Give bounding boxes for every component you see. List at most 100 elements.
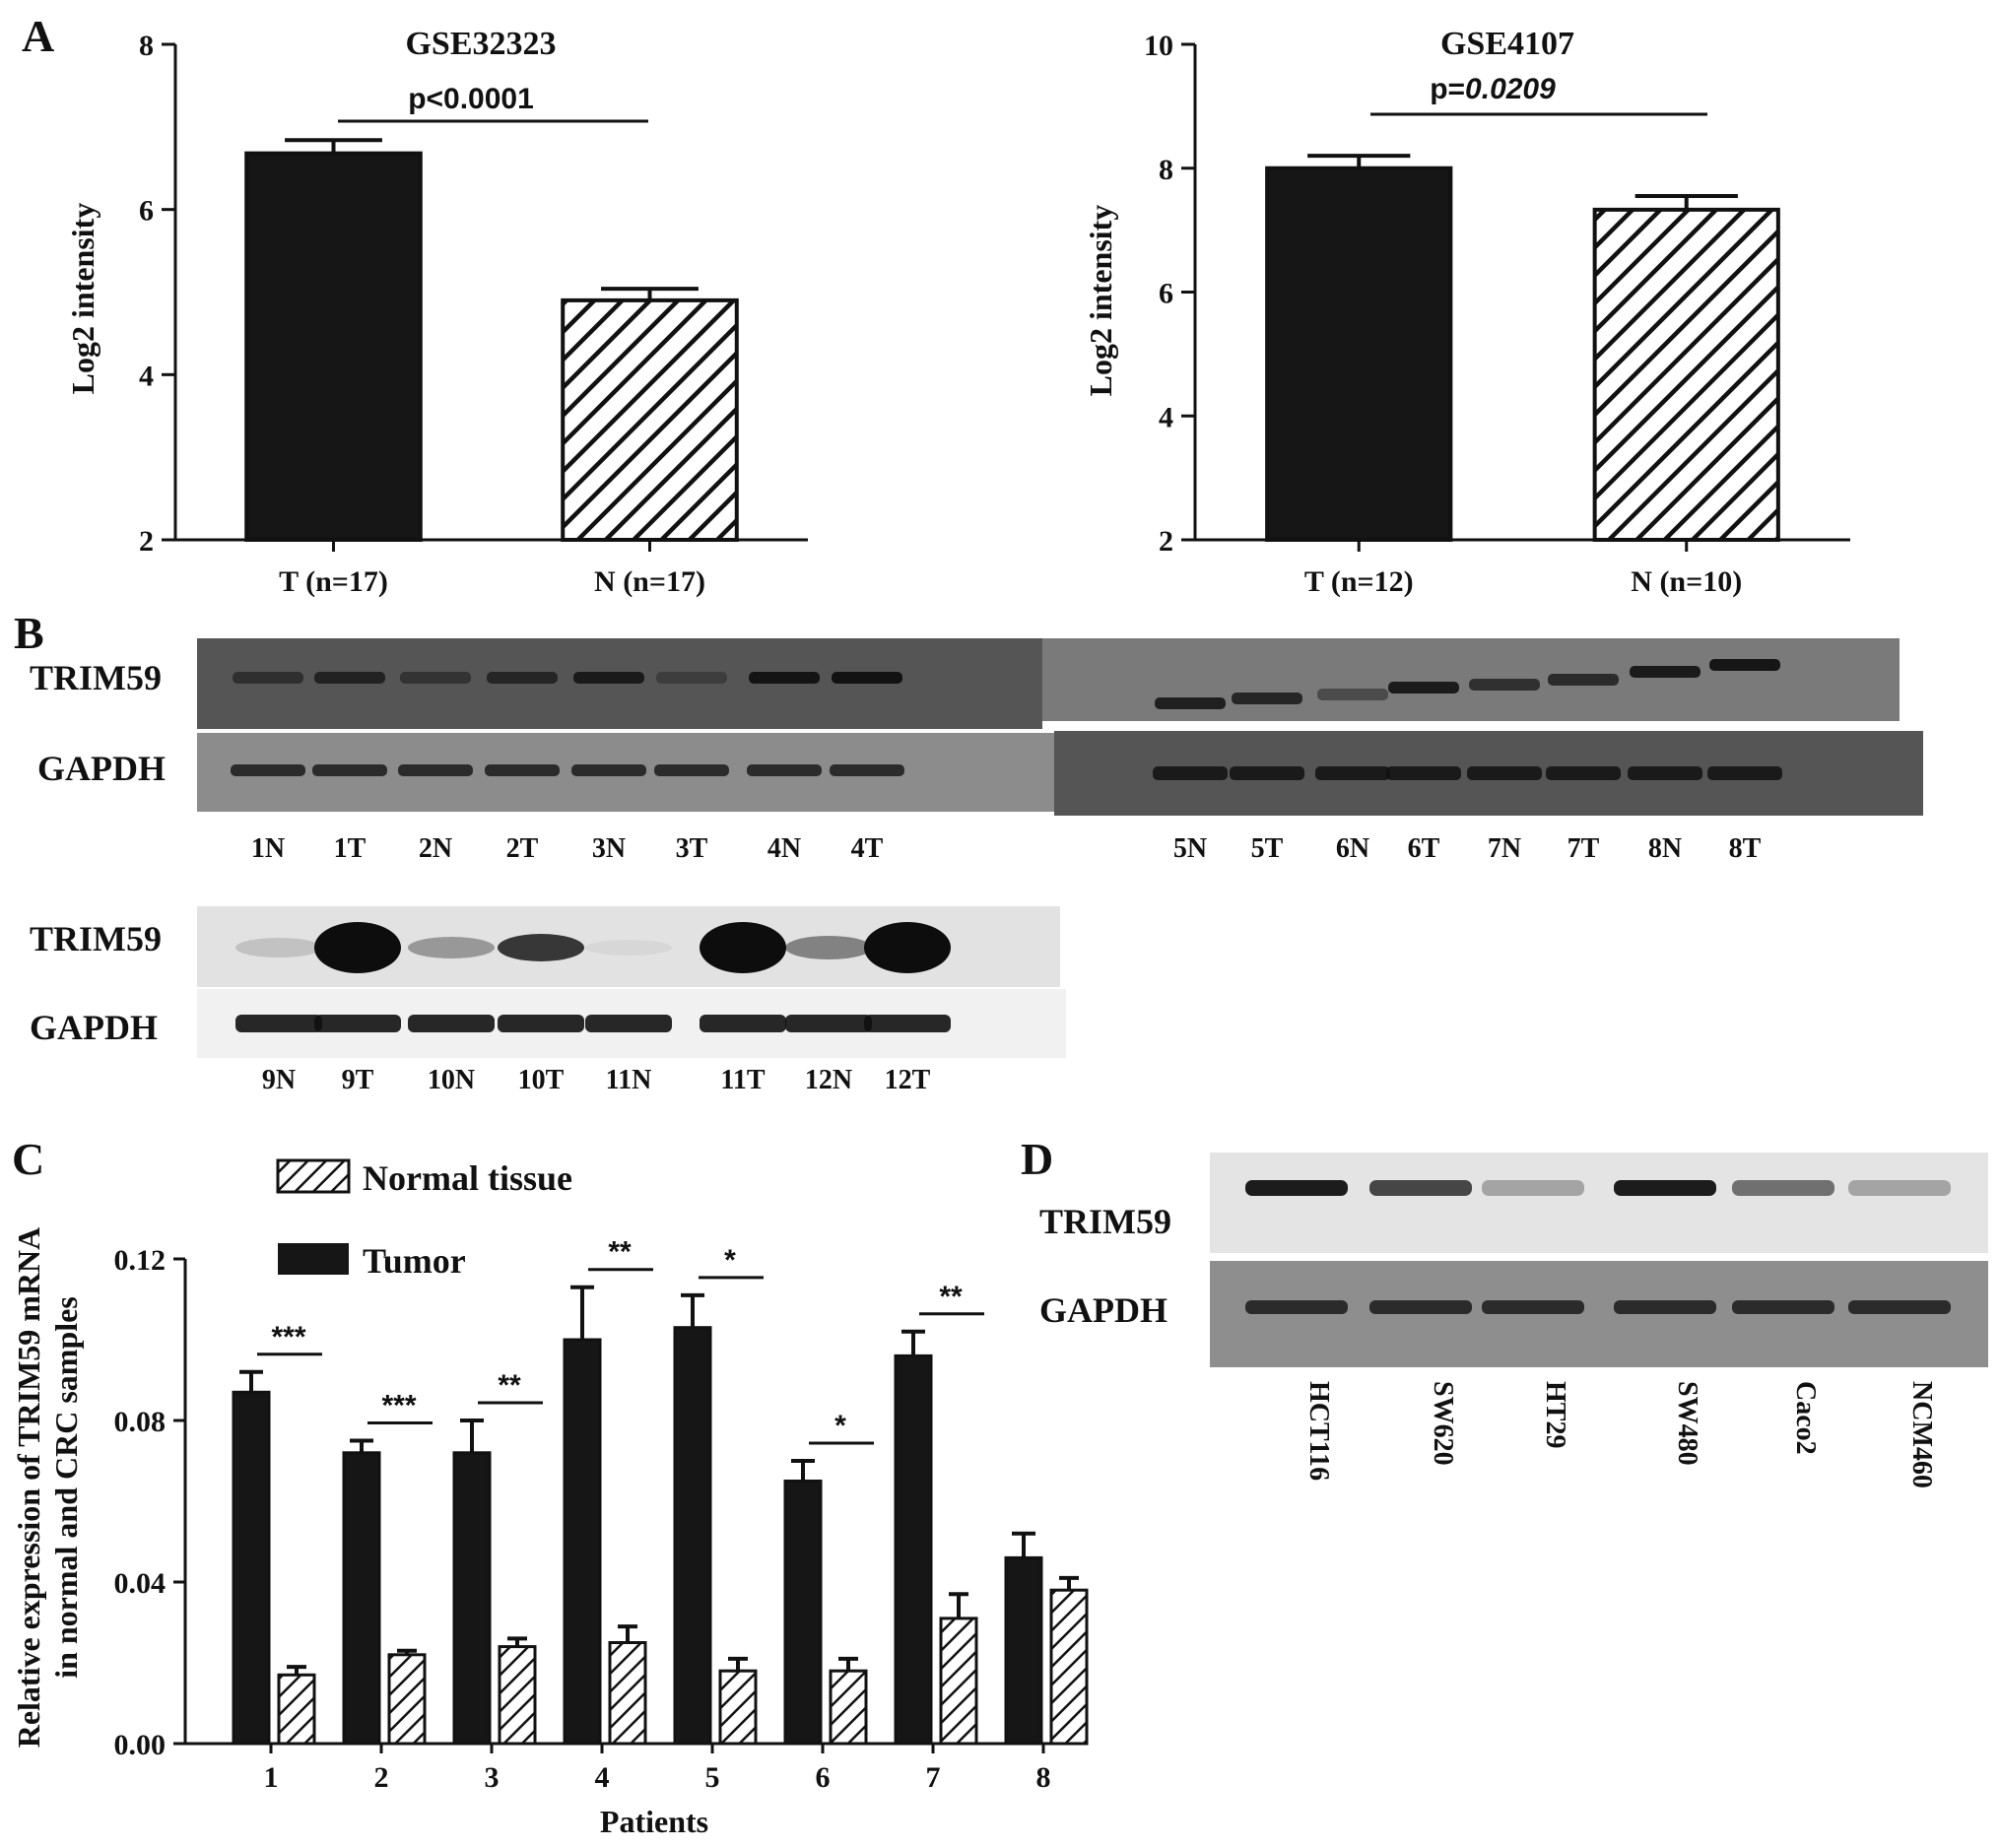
blot-b1-trim59-label: TRIM59 (30, 658, 162, 697)
blot-band-trim59 (1630, 666, 1701, 678)
blot-band-gapdh (231, 764, 305, 776)
blot-band-gapdh (830, 764, 904, 776)
chart-a1-pvalue-prefix: p<0.0001 (408, 83, 534, 115)
x-tick-label: 5 (705, 1761, 720, 1794)
chart-c-xlabel: Patients (600, 1804, 708, 1839)
bar-normal (718, 1669, 758, 1746)
blot-band-gapdh (312, 764, 387, 776)
chart-a-gse32323: GSE32323 p<0.0001 Log2 intensity 2 4 6 8 T (… (65, 26, 808, 598)
lane-label: 9N (262, 1065, 296, 1095)
lane-label: 7N (1488, 833, 1521, 864)
significance-stars: ** (939, 1281, 963, 1313)
blot-band-trim59 (785, 936, 872, 959)
bar-tumor (1004, 1555, 1043, 1746)
y-tick-label: 6 (139, 195, 154, 228)
bar-tumor (232, 1390, 271, 1746)
panel-label-a: A (22, 11, 54, 61)
bar-tumor (342, 1451, 381, 1746)
significance-stars: *** (271, 1321, 305, 1353)
blot-band-trim59 (1709, 659, 1780, 671)
lane-label: 5N (1173, 833, 1207, 864)
blot-band-gapdh (785, 1015, 872, 1032)
legend-normal-label: Normal tissue (363, 1158, 572, 1198)
y-tick-label: 2 (1159, 525, 1173, 558)
blot-band-gapdh (314, 1015, 401, 1032)
significance-stars: ** (608, 1236, 632, 1269)
bar-tumor (894, 1353, 933, 1746)
lane-label: HCT116 (1303, 1381, 1334, 1481)
chart-a2-title: GSE4107 (1440, 26, 1574, 62)
blot-band-gapdh (1230, 766, 1304, 780)
bar-tumor (783, 1480, 823, 1746)
x-tick-label: 8 (1036, 1761, 1051, 1794)
blot-band-trim59 (1388, 682, 1459, 693)
blot-band-trim59 (314, 922, 401, 973)
blot-band-gapdh (1848, 1300, 1951, 1314)
panel-label-d: D (1021, 1134, 1053, 1184)
bar-solid (1265, 165, 1453, 542)
lane-label: SW480 (1672, 1381, 1702, 1466)
blot-band-gapdh (485, 764, 560, 776)
blot-band-trim59 (1614, 1180, 1716, 1196)
chart-a2-pvalue-prefix: p= (1430, 73, 1465, 105)
blot-band-trim59 (1232, 693, 1302, 704)
blot-band-gapdh (498, 1015, 584, 1032)
bar-tumor (673, 1326, 712, 1746)
y-tick-label: 4 (1159, 401, 1173, 433)
chart-c-ylabel-line1: Relative expression of TRIM59 mRNA (11, 1227, 46, 1749)
y-tick-label: 0.04 (114, 1567, 167, 1600)
blot-band-trim59 (487, 672, 558, 684)
blot-band-gapdh (1153, 766, 1228, 780)
chart-c-trim59-mrna: Normal tissue Tumor Patients Relative ex… (11, 1158, 1089, 1839)
x-tick-label: N (n=17) (594, 565, 705, 598)
y-tick-label: 4 (139, 360, 154, 392)
blot-band-trim59 (864, 922, 951, 973)
panel-label-b: B (14, 608, 44, 658)
blot-band-gapdh (585, 1015, 672, 1032)
bar-normal (608, 1641, 647, 1746)
lane-label: 8N (1648, 833, 1682, 864)
x-tick-label: 2 (374, 1761, 389, 1794)
blot-band-trim59 (585, 940, 672, 956)
chart-a-gse4107: GSE4107 p=0.0209 Log2 intensity 2 4 6 8 10 T … (1083, 26, 1850, 598)
blot-d-gapdh-label: GAPDH (1039, 1290, 1167, 1330)
blot-band-gapdh (235, 1015, 322, 1032)
blot-band-gapdh (1482, 1300, 1584, 1314)
lane-label: 6T (1408, 833, 1440, 864)
blot-band-gapdh (1315, 766, 1390, 780)
lane-label: 6N (1336, 833, 1369, 864)
lane-label: 2T (506, 833, 539, 864)
bar-normal (829, 1669, 868, 1746)
x-tick-label: T (n=12) (1304, 565, 1414, 598)
blot-band-gapdh (571, 764, 646, 776)
blot-band-trim59 (1732, 1180, 1834, 1196)
blot-band-trim59 (700, 922, 786, 973)
lane-label: 3N (592, 833, 626, 864)
blot-band-gapdh (1707, 766, 1782, 780)
x-tick-label: 1 (264, 1761, 279, 1794)
blot-band-gapdh (1546, 766, 1621, 780)
blot-band-trim59 (498, 934, 584, 961)
blot-band-gapdh (1467, 766, 1542, 780)
chart-a2-pvalue: p=0.0209 (1430, 73, 1556, 105)
blot-band-trim59 (1848, 1180, 1951, 1196)
bar-solid (244, 151, 423, 542)
blot-band-gapdh (1732, 1300, 1834, 1314)
bar-hatched (561, 297, 739, 542)
legend-tumor-label: Tumor (363, 1241, 466, 1281)
x-tick-label: 6 (816, 1761, 831, 1794)
y-tick-label: 8 (139, 30, 154, 62)
panel-label-c: C (12, 1134, 44, 1184)
y-tick-label: 10 (1144, 30, 1173, 62)
y-tick-label: 8 (1159, 154, 1173, 186)
blot-band-trim59 (400, 672, 471, 684)
blot-band-trim59 (1482, 1180, 1584, 1196)
blot-band-trim59 (1245, 1180, 1348, 1196)
blot-band-gapdh (864, 1015, 951, 1032)
lane-label: 4N (767, 833, 801, 864)
bar-normal (498, 1645, 537, 1746)
lane-label: HT29 (1540, 1381, 1570, 1448)
blot-band-trim59 (1469, 679, 1540, 691)
chart-c-ylabel-line2: in normal and CRC samples (48, 1296, 84, 1679)
significance-stars: * (724, 1244, 736, 1277)
